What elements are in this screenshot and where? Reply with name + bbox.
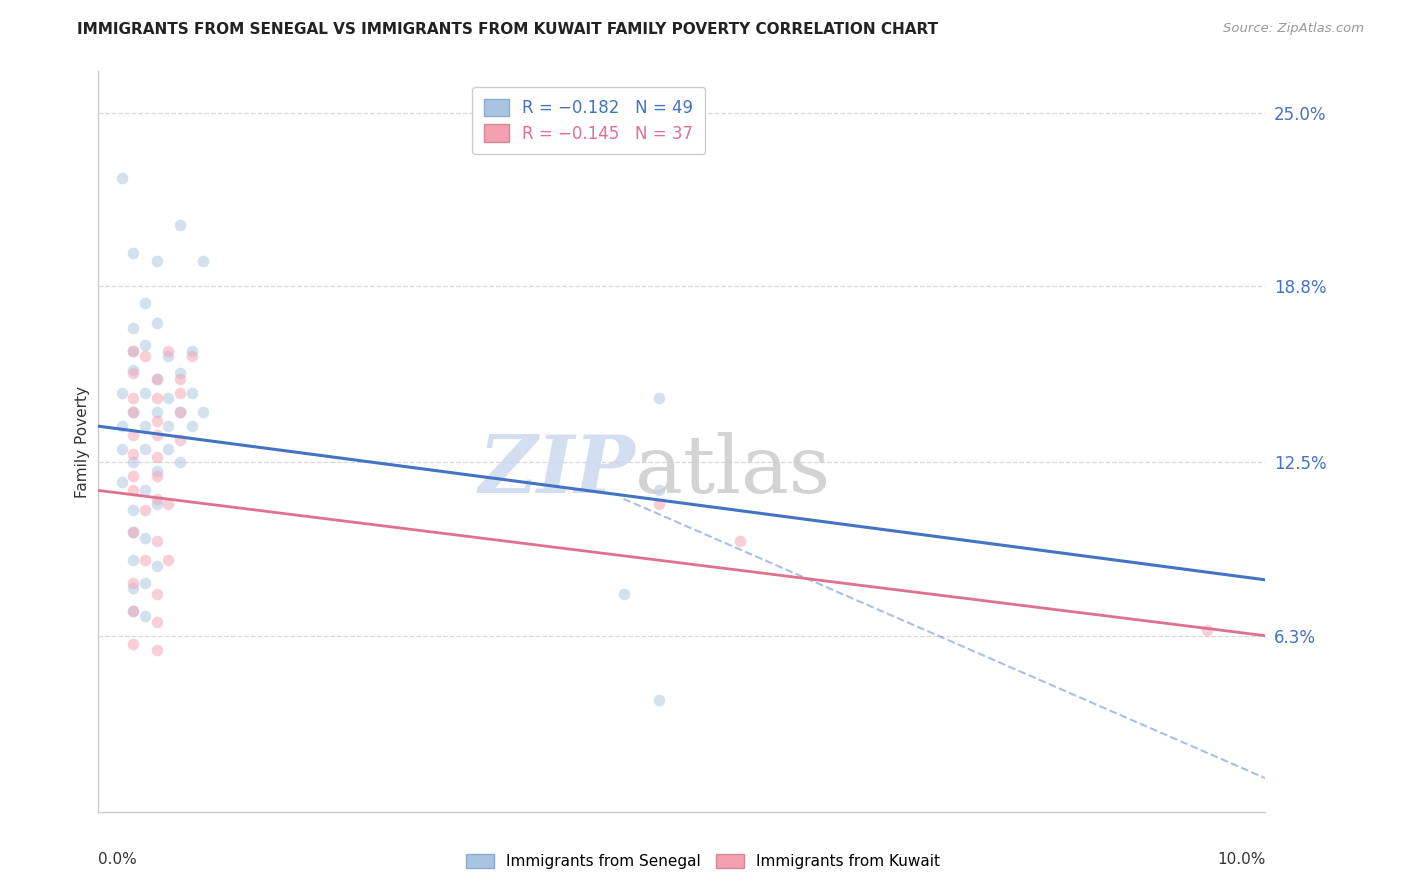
Point [146,497,169,511]
Point [122,469,145,483]
Point [169,405,191,419]
Point [146,469,169,483]
Point [122,427,145,442]
Point [730,533,752,548]
Point [122,366,145,380]
Point [647,693,669,707]
Point [122,405,145,419]
Point [180,343,202,358]
Point [146,372,169,386]
Point [146,587,169,601]
Point [146,254,169,268]
Text: Source: ZipAtlas.com: Source: ZipAtlas.com [1223,22,1364,36]
Point [612,587,634,601]
Point [111,475,134,489]
Point [122,603,145,617]
Point [157,343,180,358]
Point [157,349,180,363]
Text: ZIP: ZIP [478,433,636,510]
Point [134,503,156,517]
Point [157,419,180,434]
Text: atlas: atlas [636,432,831,510]
Point [134,338,156,352]
Point [122,603,145,617]
Point [134,609,156,624]
Point [111,385,134,400]
Point [169,385,191,400]
Point [146,372,169,386]
Point [146,642,169,657]
Point [146,405,169,419]
Point [157,553,180,567]
Y-axis label: Family Poverty: Family Poverty [75,385,90,498]
Point [122,405,145,419]
Point [180,419,202,434]
Point [146,558,169,573]
Point [122,246,145,260]
Point [180,385,202,400]
Point [169,372,191,386]
Point [134,575,156,590]
Point [134,349,156,363]
Point [122,483,145,498]
Point [122,343,145,358]
Point [134,553,156,567]
Point [146,491,169,506]
Point [169,433,191,447]
Point [122,343,145,358]
Point [169,366,191,380]
Point [647,391,669,405]
Point [122,525,145,540]
Point [169,405,191,419]
Point [134,442,156,456]
Point [180,349,202,363]
Point [122,363,145,377]
Point [146,316,169,330]
Point [647,483,669,498]
Point [157,391,180,405]
Point [122,525,145,540]
Text: IMMIGRANTS FROM SENEGAL VS IMMIGRANTS FROM KUWAIT FAMILY POVERTY CORRELATION CHA: IMMIGRANTS FROM SENEGAL VS IMMIGRANTS FR… [77,22,938,37]
Point [193,405,215,419]
Point [169,455,191,469]
Point [134,419,156,434]
Point [122,575,145,590]
Point [111,419,134,434]
Point [111,442,134,456]
Point [146,533,169,548]
Point [122,637,145,651]
Legend: Immigrants from Senegal, Immigrants from Kuwait: Immigrants from Senegal, Immigrants from… [460,848,946,875]
Text: 10.0%: 10.0% [1218,853,1265,867]
Point [134,296,156,310]
Point [157,497,180,511]
Text: 0.0%: 0.0% [98,853,138,867]
Point [647,497,669,511]
Point [146,615,169,629]
Point [146,414,169,428]
Point [122,553,145,567]
Point [169,218,191,232]
Point [122,447,145,461]
Point [122,321,145,335]
Point [157,442,180,456]
Point [122,455,145,469]
Point [134,483,156,498]
Point [146,450,169,464]
Point [146,464,169,478]
Point [122,503,145,517]
Point [111,170,134,185]
Legend: R = −0.182   N = 49, R = −0.145   N = 37: R = −0.182 N = 49, R = −0.145 N = 37 [472,87,704,154]
Point [122,581,145,595]
Point [134,385,156,400]
Point [193,254,215,268]
Point [1195,623,1218,637]
Point [146,427,169,442]
Point [134,531,156,545]
Point [146,391,169,405]
Point [122,391,145,405]
